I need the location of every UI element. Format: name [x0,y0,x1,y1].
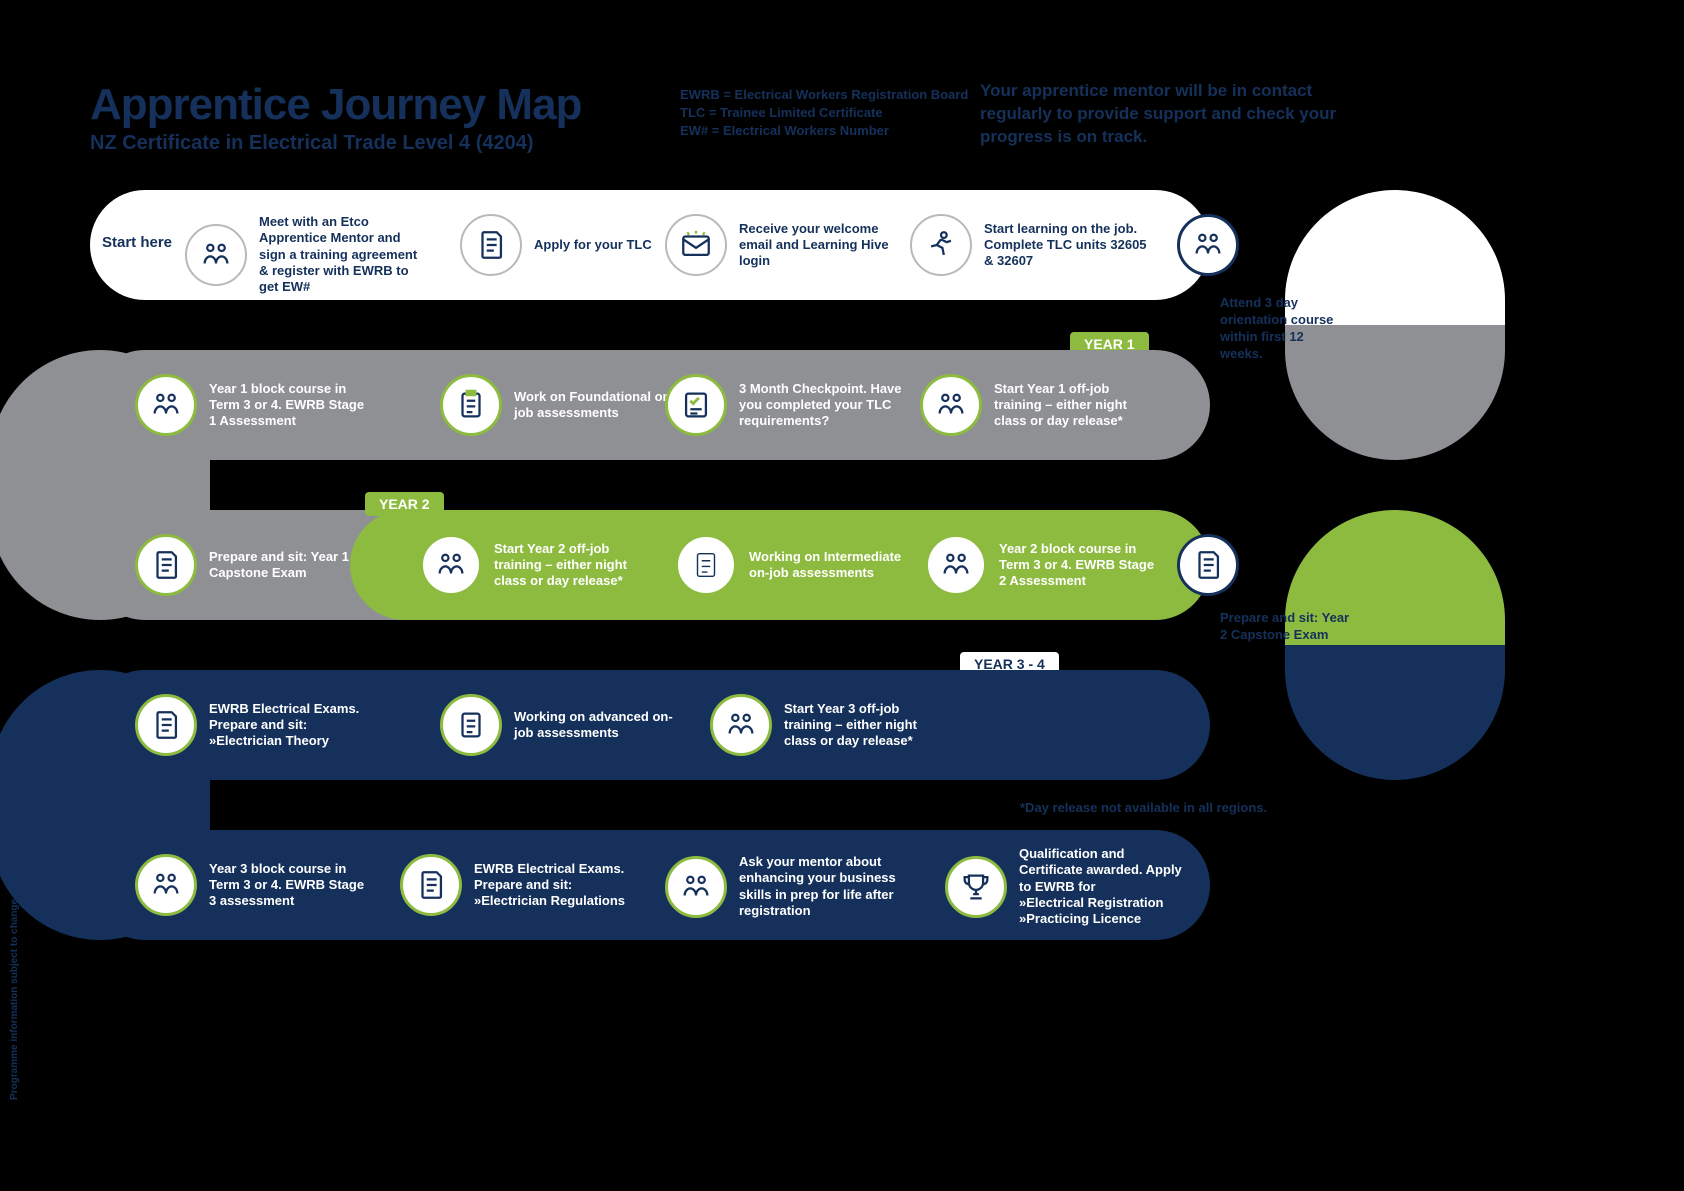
meeting-icon [710,694,772,756]
meeting-icon [135,854,197,916]
step-text: Apply for your TLC [534,237,652,253]
step-text-bold: »Electrical Registration [1019,895,1164,910]
step-text: Start Year 3 off-job training – either n… [784,701,949,750]
mentor-note: Your apprentice mentor will be in contac… [980,80,1340,149]
journey-track: Start here Meet with an Etco Apprentice … [90,190,1350,1090]
step-text: Qualification and Certificate awarded. A… [1019,846,1184,927]
step: Year 2 block course in Term 3 or 4. EWRB… [925,534,1164,596]
step [1177,534,1239,596]
legend-line: EW# = Electrical Workers Number [680,122,968,140]
step-text: Receive your welcome email and Learning … [739,221,904,270]
track-row-5: Year 3 block course in Term 3 or 4. EWRB… [90,830,1210,940]
clipboard-icon [440,694,502,756]
step: 3 Month Checkpoint. Have you completed y… [665,374,904,436]
step: Receive your welcome email and Learning … [665,214,904,276]
runner-icon [910,214,972,276]
step: Working on Intermediate on-job assessmen… [675,534,914,596]
step-text: Meet with an Etco Apprentice Mentor and … [259,214,424,295]
scroll-icon [135,534,197,596]
step: Start learning on the job. Complete TLC … [910,214,1149,276]
step: Qualification and Certificate awarded. A… [945,846,1184,927]
step-text: Ask your mentor about enhancing your bus… [739,854,904,919]
meeting-icon [135,374,197,436]
step: Start Year 3 off-job training – either n… [710,694,949,756]
step: EWRB Electrical Exams. Prepare and sit: … [135,694,374,756]
step: Working on advanced on-job assessments [440,694,679,756]
step-text: Start Year 1 off-job training – either n… [994,381,1159,430]
legend-line: TLC = Trainee Limited Certificate [680,104,968,122]
step-text-bold: »Practicing Licence [1019,911,1141,926]
step-text: Working on Intermediate on-job assessmen… [749,549,914,582]
step: Start Year 1 off-job training – either n… [920,374,1159,436]
step-text-pre: EWRB Electrical Exams. Prepare and sit: [209,701,359,732]
step-text: Year 2 block course in Term 3 or 4. EWRB… [999,541,1164,590]
step-text: Year 1 block course in Term 3 or 4. EWRB… [209,381,374,430]
orientation-note: Attend 3 day orientation course within f… [1220,295,1350,363]
step-text: EWRB Electrical Exams. Prepare and sit: … [209,701,374,750]
scroll-icon [460,214,522,276]
step: Year 3 block course in Term 3 or 4. EWRB… [135,854,374,916]
step [1177,214,1239,276]
print-info-vertical: Programme information subject to change.… [9,700,20,1100]
meeting-icon [665,856,727,918]
step-text-pre: EWRB Electrical Exams. Prepare and sit: [474,861,624,892]
clipboard-icon [440,374,502,436]
meeting-icon [185,224,247,286]
step: Ask your mentor about enhancing your bus… [665,854,904,919]
step: Work on Foundational on-job assessments [440,374,679,436]
scroll-icon [135,694,197,756]
start-here-label: Start here [102,234,172,251]
meeting-icon [1177,214,1239,276]
step: Meet with an Etco Apprentice Mentor and … [185,214,424,295]
track-row-3-green: Start Year 2 off-job training – either n… [350,510,1210,620]
track-row-2: Year 1 block course in Term 3 or 4. EWRB… [90,350,1210,460]
checklist-icon [665,374,727,436]
scroll-icon [1177,534,1239,596]
step-text: Year 3 block course in Term 3 or 4. EWRB… [209,861,374,910]
scroll-icon [400,854,462,916]
capstone2-note: Prepare and sit: Year 2 Capstone Exam [1220,610,1350,644]
clipboard-icon [675,534,737,596]
step-text: Start Year 2 off-job training – either n… [494,541,659,590]
meeting-icon [925,534,987,596]
legend-line: EWRB = Electrical Workers Registration B… [680,86,968,104]
meeting-icon [420,534,482,596]
trophy-icon [945,856,1007,918]
track-row-1: Start here Meet with an Etco Apprentice … [90,190,1210,300]
track-row-4: EWRB Electrical Exams. Prepare and sit: … [90,670,1210,780]
meeting-icon [920,374,982,436]
step: Prepare and sit: Year 1 Capstone Exam [135,534,374,596]
step-text: Working on advanced on-job assessments [514,709,679,742]
step-text: Start learning on the job. Complete TLC … [984,221,1149,270]
track-cap-right-2 [1285,510,1505,780]
step-text: EWRB Electrical Exams. Prepare and sit: … [474,861,639,910]
step-text-bold: »Electrician Theory [209,733,329,748]
step: EWRB Electrical Exams. Prepare and sit: … [400,854,639,916]
step: Year 1 block course in Term 3 or 4. EWRB… [135,374,374,436]
step-text: Work on Foundational on-job assessments [514,389,679,422]
step: Apply for your TLC [460,214,652,276]
step-text-pre: Qualification and Certificate awarded. A… [1019,846,1182,894]
day-release-footnote: *Day release not available in all region… [1020,800,1267,815]
mail-icon [665,214,727,276]
step-text: 3 Month Checkpoint. Have you completed y… [739,381,904,430]
acronym-legend: EWRB = Electrical Workers Registration B… [680,86,968,141]
step: Start Year 2 off-job training – either n… [420,534,659,596]
step-text-bold: »Electrician Regulations [474,893,625,908]
